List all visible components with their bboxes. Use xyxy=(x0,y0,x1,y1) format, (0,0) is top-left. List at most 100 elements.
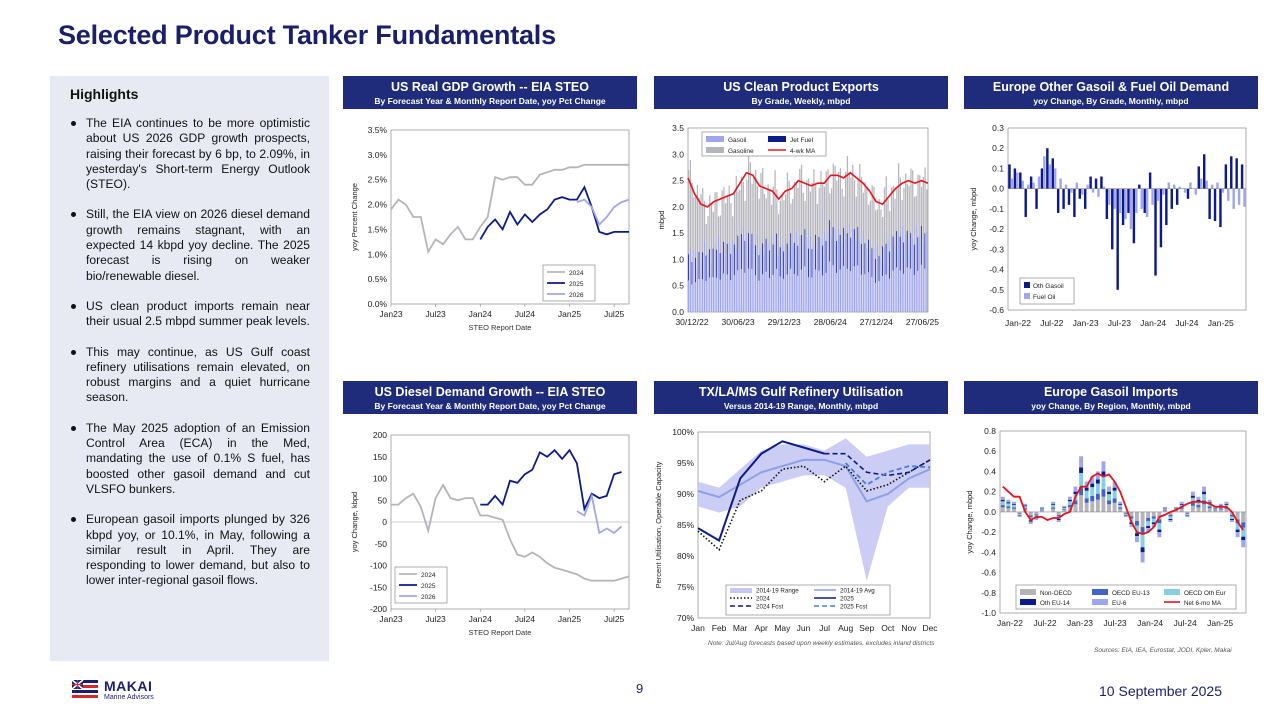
x-tick-label: Jan23 xyxy=(379,309,402,319)
y-axis-label: yoy Change, kbpd xyxy=(350,492,359,552)
bar-jet-fuel xyxy=(705,255,707,281)
bar-jet-fuel xyxy=(818,236,820,271)
bar-gasoline xyxy=(719,215,721,254)
legend-label: 2024 xyxy=(756,596,770,603)
bar-gasoline xyxy=(811,182,813,250)
legend-swatch xyxy=(1024,293,1030,299)
bar-segment xyxy=(1213,510,1218,512)
bar-gasoil xyxy=(721,251,723,312)
bar-segment xyxy=(1235,511,1240,520)
bar-gasoline xyxy=(857,180,859,228)
x-tick-label: May xyxy=(774,623,791,633)
bar-fuel-oil xyxy=(1140,188,1143,209)
bar-oth-gasoil xyxy=(1067,188,1071,205)
y-axis-label: yoy Percent Change xyxy=(350,183,359,251)
bar-gasoline xyxy=(846,155,849,234)
y-axis-label: Percent Utilisation, Operable Capacity xyxy=(654,461,663,588)
bar-segment xyxy=(1000,505,1005,508)
bar-jet-fuel xyxy=(853,228,855,267)
bar-gasoline xyxy=(779,200,781,248)
bar-gasoil xyxy=(723,241,725,312)
x-tick-label: 29/12/23 xyxy=(768,317,801,327)
bar-gasoil xyxy=(917,237,919,312)
bar-oth-gasoil xyxy=(1213,188,1217,222)
bar-jet-fuel xyxy=(730,253,732,281)
bar-gasoline xyxy=(876,209,879,245)
bar-gasoil xyxy=(830,234,833,312)
bar-jet-fuel xyxy=(868,239,869,273)
bar-gasoline xyxy=(913,196,916,245)
highlight-item: The May 2025 adoption of an Emission Con… xyxy=(71,420,310,496)
bar-segment xyxy=(1123,511,1128,514)
bar-segment xyxy=(1067,499,1072,502)
bar-jet-fuel xyxy=(723,241,724,274)
bar-segment xyxy=(1230,518,1234,520)
bar-gasoil xyxy=(770,233,773,312)
bar-segment xyxy=(1017,513,1022,515)
bar-gasoil xyxy=(698,251,700,312)
x-tick-label: Jan-23 xyxy=(1073,318,1099,328)
bar-gasoil xyxy=(869,253,871,312)
bar-gasoil xyxy=(920,225,923,312)
bar-segment xyxy=(1118,503,1123,505)
bar-jet-fuel xyxy=(800,234,802,270)
bar-gasoline xyxy=(707,215,709,253)
bar-gasoline xyxy=(882,217,884,247)
bar-jet-fuel xyxy=(737,235,739,271)
bar-segment xyxy=(1012,501,1016,504)
bar-jet-fuel xyxy=(751,233,753,270)
bar-fuel-oil xyxy=(1043,156,1046,189)
bar-segment xyxy=(1135,525,1139,534)
bar-jet-fuel xyxy=(913,244,915,275)
x-tick-label: Jul23 xyxy=(425,614,446,624)
bar-segment xyxy=(1056,514,1061,517)
bar-oth-gasoil xyxy=(1019,172,1022,189)
bar-gasoil xyxy=(876,244,879,312)
bar-segment xyxy=(1112,502,1117,512)
bar-segment xyxy=(1185,511,1190,514)
bar-gasoil xyxy=(700,262,702,312)
bar-gasoil xyxy=(838,227,840,312)
bar-segment xyxy=(1168,511,1173,515)
bar-gasoil xyxy=(887,237,889,312)
bar-segment xyxy=(1073,500,1078,505)
bar-segment xyxy=(1202,491,1207,495)
bar-segment xyxy=(1039,508,1044,510)
gdp-chart: 0.0% 0.5% 1.0% 1.5% 2.0% 2.5% 3.0% 3.5% Jan23 Jul… xyxy=(350,125,630,332)
bar-gasoil xyxy=(864,243,866,312)
bar-jet-fuel xyxy=(917,237,919,271)
x-tick-label: Jan-25 xyxy=(1207,618,1233,628)
highlight-item: Still, the EIA view on 2026 diesel deman… xyxy=(71,207,310,283)
x-tick-label: Jan-25 xyxy=(1208,318,1234,328)
bar-fuel-oil xyxy=(1032,182,1035,189)
bar-segment xyxy=(1140,511,1145,528)
bar-jet-fuel xyxy=(850,237,852,272)
bar-gasoline xyxy=(712,211,714,249)
bar-gasoline xyxy=(862,192,864,231)
bar-gasoil xyxy=(825,240,827,312)
bar-gasoline xyxy=(836,180,838,242)
bar-gasoline xyxy=(693,197,695,250)
y-tick-label: 200 xyxy=(373,430,387,440)
bar-gasoline xyxy=(762,168,764,244)
series-line-2024 xyxy=(390,163,629,255)
bar-segment xyxy=(1140,534,1145,548)
bar-segment xyxy=(1084,502,1089,512)
bar-jet-fuel xyxy=(769,250,770,279)
bar-segment xyxy=(1207,499,1212,503)
y-tick-label: -150 xyxy=(370,582,387,592)
bar-segment xyxy=(1006,503,1011,507)
bar-segment xyxy=(1196,501,1201,506)
bar-gasoline xyxy=(700,193,702,263)
bar-oth-gasoil xyxy=(1165,188,1168,226)
y-tick-label: 0.5 xyxy=(672,281,684,291)
bar-fuel-oil xyxy=(1053,168,1057,189)
plot-border xyxy=(697,431,931,619)
bar-gasoil xyxy=(774,244,776,312)
bar-segment xyxy=(1023,503,1028,506)
bar-jet-fuel xyxy=(885,243,887,275)
chart-subtitle: yoy Change, By Grade, Monthly, mbpd xyxy=(1033,96,1189,106)
y-tick-label: -200 xyxy=(370,604,387,614)
bar-gasoline xyxy=(809,191,811,236)
bar-jet-fuel xyxy=(875,259,876,283)
